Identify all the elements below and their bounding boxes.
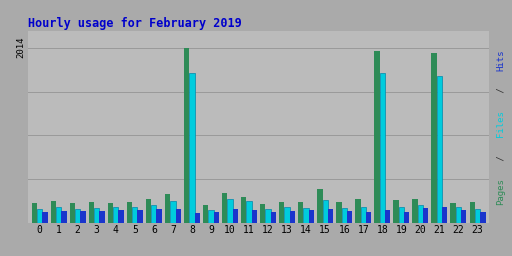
Bar (271, 212, 276, 223)
Bar (80, 211, 86, 223)
Bar (285, 207, 290, 223)
Bar (317, 189, 323, 223)
Bar (380, 73, 385, 223)
Text: /: / (496, 150, 505, 166)
Bar (374, 51, 380, 223)
Text: Pages: Pages (496, 178, 505, 205)
Bar (309, 210, 314, 223)
Text: Hourly usage for February 2019: Hourly usage for February 2019 (28, 17, 242, 29)
Bar (399, 207, 404, 223)
Bar (203, 205, 208, 223)
Bar (342, 208, 347, 223)
Bar (157, 209, 162, 223)
Bar (108, 203, 113, 223)
Bar (165, 194, 170, 223)
Bar (37, 209, 42, 223)
Text: Files: Files (496, 110, 505, 137)
Bar (184, 48, 189, 223)
Bar (279, 202, 285, 223)
Bar (475, 209, 480, 223)
Bar (146, 199, 151, 223)
Bar (241, 197, 246, 223)
Bar (432, 52, 437, 223)
Text: /: / (496, 82, 505, 98)
Bar (195, 213, 200, 223)
Bar (252, 210, 257, 223)
Bar (32, 203, 37, 223)
Bar (42, 212, 48, 223)
Bar (232, 209, 238, 223)
Bar (214, 212, 219, 223)
Bar (360, 207, 366, 223)
Bar (137, 210, 143, 223)
Bar (227, 199, 232, 223)
Bar (323, 200, 328, 223)
Bar (208, 210, 214, 223)
Bar (437, 76, 442, 223)
Bar (366, 211, 371, 223)
Bar (336, 202, 342, 223)
Bar (304, 208, 309, 223)
Bar (347, 211, 352, 223)
Bar (61, 211, 67, 223)
Bar (355, 199, 360, 223)
Bar (170, 201, 176, 223)
Bar (412, 199, 418, 223)
Bar (265, 209, 271, 223)
Bar (470, 202, 475, 223)
Bar (222, 193, 227, 223)
Bar (328, 209, 333, 223)
Bar (132, 207, 137, 223)
Bar (418, 205, 423, 223)
Bar (56, 207, 61, 223)
Bar (127, 202, 132, 223)
Bar (113, 207, 118, 223)
Text: Hits: Hits (496, 50, 505, 71)
Bar (75, 209, 80, 223)
Bar (298, 202, 304, 223)
Bar (404, 211, 410, 223)
Bar (70, 203, 75, 223)
Bar (94, 208, 99, 223)
Bar (89, 202, 94, 223)
Bar (451, 203, 456, 223)
Bar (442, 207, 447, 223)
Bar (290, 211, 295, 223)
Bar (151, 205, 157, 223)
Bar (385, 210, 390, 223)
Bar (99, 211, 105, 223)
Bar (461, 210, 466, 223)
Bar (393, 200, 399, 223)
Bar (260, 204, 265, 223)
Bar (456, 207, 461, 223)
Bar (176, 209, 181, 223)
Bar (480, 211, 485, 223)
Bar (118, 210, 124, 223)
Bar (423, 208, 429, 223)
Bar (246, 201, 252, 223)
Bar (189, 73, 195, 223)
Bar (51, 201, 56, 223)
